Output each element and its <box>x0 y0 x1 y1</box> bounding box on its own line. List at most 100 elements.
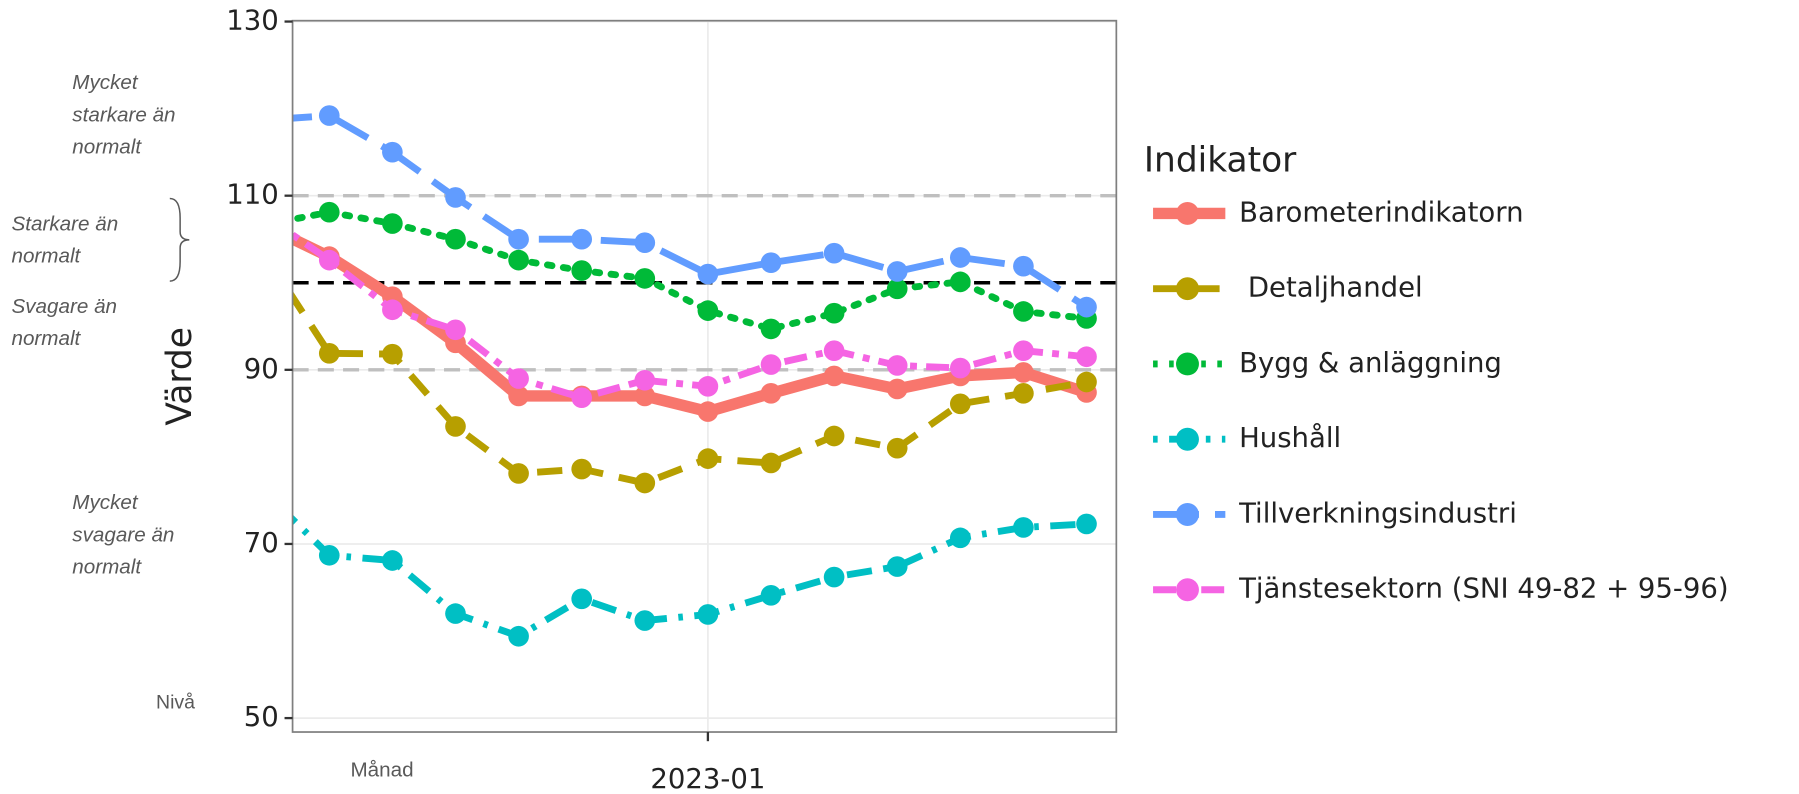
data-point <box>256 216 277 237</box>
data-point <box>1013 362 1034 383</box>
data-point <box>571 458 593 480</box>
data-point <box>256 214 277 235</box>
data-point <box>382 299 403 321</box>
data-point <box>508 463 529 484</box>
series-line <box>292 290 1088 487</box>
annotation: Mycket <box>72 491 139 514</box>
data-point <box>949 527 971 549</box>
data-point <box>697 448 719 469</box>
data-point <box>634 472 656 494</box>
annotation: normalt <box>72 555 142 578</box>
legend-marker <box>1176 578 1199 602</box>
data-point <box>382 343 403 365</box>
brace <box>169 197 190 282</box>
data-point <box>256 246 277 267</box>
data-point <box>445 416 466 437</box>
annotation: Mycket <box>72 71 139 94</box>
y-axis-title: Värde <box>160 327 200 426</box>
data-point <box>949 357 971 379</box>
legend-title: Indikator <box>1144 140 1297 180</box>
series-line <box>292 514 1087 640</box>
annotation: Svagare än <box>11 295 117 318</box>
data-point <box>886 437 908 459</box>
legend-label: Hushåll <box>1239 421 1341 454</box>
data-point <box>697 604 719 625</box>
legend-label: Tillverkningsindustri <box>1238 497 1517 529</box>
data-point <box>508 368 529 389</box>
legend-marker <box>1176 352 1199 376</box>
data-point <box>634 369 656 391</box>
data-point <box>1076 513 1097 535</box>
data-point <box>1013 517 1034 538</box>
data-point <box>760 318 782 340</box>
legend-label: Detaljhandel <box>1239 272 1423 304</box>
legend-label: Tjänstesektorn (SNI 49-82 + 95-96) <box>1238 573 1728 605</box>
data-point <box>382 141 403 163</box>
data-point <box>634 232 656 254</box>
data-point <box>1013 301 1034 322</box>
data-point <box>1013 340 1034 361</box>
data-point <box>1076 346 1097 368</box>
data-point <box>823 425 845 447</box>
data-point <box>823 566 845 588</box>
data-point <box>760 584 782 606</box>
series-line <box>292 112 1089 311</box>
annotation: starkare än <box>72 103 175 126</box>
series-line <box>292 208 1090 333</box>
data-point <box>318 544 340 566</box>
data-point <box>697 300 719 321</box>
data-point <box>823 340 845 361</box>
data-point <box>1076 296 1097 318</box>
level-label: Nivå <box>156 691 195 713</box>
data-point <box>886 355 908 376</box>
legend-marker <box>1176 277 1199 301</box>
legend-label: Bygg & anläggning <box>1239 347 1502 379</box>
data-point <box>949 247 971 268</box>
data-point <box>697 263 719 285</box>
data-point <box>823 302 845 324</box>
y-tick-label: 90 <box>244 353 279 385</box>
legend-marker <box>1176 201 1199 225</box>
legend-marker <box>1176 503 1199 526</box>
data-point <box>318 201 340 223</box>
data-point <box>760 252 782 274</box>
x-axis-title: Månad <box>350 758 413 781</box>
data-point <box>634 610 656 631</box>
data-point <box>886 278 908 300</box>
data-point <box>508 385 529 407</box>
series-line <box>292 230 1087 402</box>
data-point <box>1013 255 1034 277</box>
data-point <box>886 261 908 282</box>
data-point <box>949 393 971 415</box>
data-point <box>508 625 529 647</box>
data-point <box>571 588 593 610</box>
data-point <box>1076 371 1097 393</box>
data-point <box>886 556 908 577</box>
data-point <box>445 603 466 624</box>
y-tick-label: 70 <box>244 527 279 559</box>
y-tick-label: 110 <box>226 179 279 211</box>
annotation: svagare än <box>72 523 174 546</box>
data-point <box>760 452 782 474</box>
annotation: normalt <box>72 135 142 158</box>
data-point <box>508 249 529 271</box>
data-point <box>571 260 593 281</box>
data-point <box>256 110 277 131</box>
annotation: Starkare än <box>11 212 118 235</box>
data-point <box>382 213 403 234</box>
y-tick-label: 50 <box>244 701 279 733</box>
plot-border <box>291 19 1118 733</box>
data-point <box>445 319 466 341</box>
data-point <box>697 376 719 397</box>
data-point <box>571 387 593 409</box>
data-point <box>318 342 340 364</box>
annotation: normalt <box>11 244 81 267</box>
data-point <box>823 242 845 264</box>
data-point <box>634 268 656 289</box>
y-tick-label: 130 <box>226 5 279 37</box>
data-point <box>697 401 719 422</box>
data-point <box>318 105 340 126</box>
data-point <box>760 354 782 375</box>
data-point <box>382 550 403 571</box>
data-point <box>318 249 340 271</box>
